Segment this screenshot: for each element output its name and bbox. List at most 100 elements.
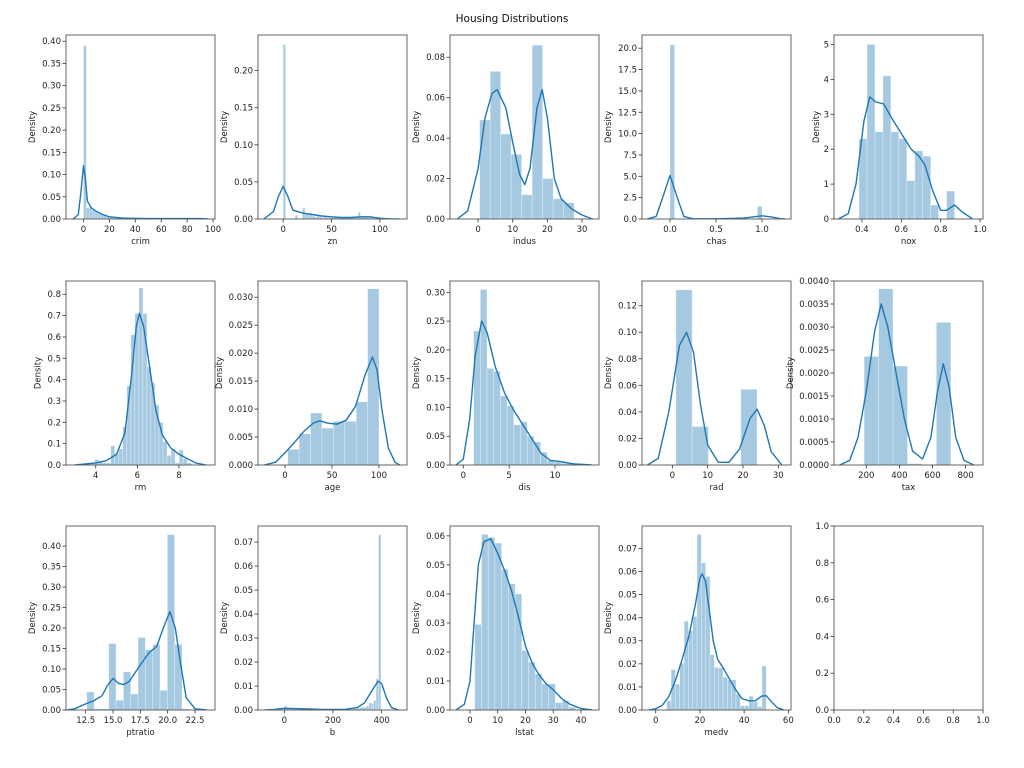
y-tick-label: 0.0 xyxy=(815,706,829,716)
histogram-bar xyxy=(520,421,528,465)
plot-area xyxy=(264,288,401,465)
y-axis-label: Density xyxy=(28,602,38,634)
y-tick-label: 0.0 xyxy=(623,215,637,225)
y-tick-label: 0.03 xyxy=(234,634,253,644)
y-tick-label: 12.5 xyxy=(618,108,637,118)
x-tick-label: 0.4 xyxy=(887,716,901,726)
y-tick-label: 0.01 xyxy=(426,677,445,687)
histogram-bar xyxy=(355,401,368,465)
subplot-dis: 0 5 10 0.00 0.05 0.10 0.15 0.20 0.25 0.30 dis Densi… xyxy=(412,280,600,493)
x-tick-label: 60 xyxy=(783,716,794,726)
histogram-bar xyxy=(487,537,496,710)
plot-area xyxy=(263,44,400,219)
axes-frame xyxy=(257,525,408,711)
histogram-bar xyxy=(481,534,489,710)
x-tick-label: 0 xyxy=(475,225,480,235)
axes-frame xyxy=(641,34,792,220)
histogram-bar xyxy=(533,441,541,465)
y-tick-label: 10.0 xyxy=(618,130,637,140)
kde-line xyxy=(66,610,208,710)
y-tick-label: 0.02 xyxy=(234,658,253,668)
histogram-bar xyxy=(162,441,168,465)
histogram-bar xyxy=(882,75,892,219)
y-tick-label: 0.10 xyxy=(42,665,61,675)
x-tick-label: 8 xyxy=(176,471,181,481)
y-tick-label: 0.30 xyxy=(426,288,445,298)
histogram-bar xyxy=(370,702,374,710)
histogram-bar xyxy=(906,180,916,219)
histogram-bar xyxy=(761,665,767,710)
y-tick-label: 0.020 xyxy=(229,349,253,359)
y-tick-label: 3 xyxy=(824,110,829,120)
subplot-zn: 0 50 100 0.00 0.05 0.10 0.15 0.20 zn Density xyxy=(220,34,408,247)
x-tick-label: 0.0 xyxy=(663,225,677,235)
histogram-bar xyxy=(528,661,536,710)
x-tick-label: 10 xyxy=(550,471,561,481)
x-axis-label: indus xyxy=(513,237,537,247)
histogram-bar xyxy=(182,458,188,465)
histogram-bar xyxy=(500,395,508,465)
subplot-grid: 0 20 40 60 80 1000.000.050.100.150.200.250.30… xyxy=(28,34,990,738)
x-axis-label: age xyxy=(325,483,341,493)
histogram-bar xyxy=(501,568,509,710)
x-tick-label: 0.5 xyxy=(709,225,723,235)
y-tick-label: 0.00 xyxy=(426,461,445,471)
x-tick-label: 0 xyxy=(282,471,287,481)
x-tick-label: 100 xyxy=(371,471,387,481)
histogram-bar xyxy=(118,448,124,465)
y-tick-label: 0.35 xyxy=(42,59,61,69)
x-axis-label: rm xyxy=(135,483,147,493)
histogram-bar xyxy=(740,389,758,465)
histogram-bar xyxy=(874,131,884,219)
x-tick-label: 100 xyxy=(205,225,221,235)
histogram-bar xyxy=(373,700,377,710)
kde-line xyxy=(647,331,783,465)
y-tick-label: 0.30 xyxy=(42,82,61,92)
y-tick-label: 0.40 xyxy=(42,542,61,552)
kde-line xyxy=(839,303,975,465)
y-tick-label: 0.01 xyxy=(618,683,637,693)
histogram-bar xyxy=(718,667,724,710)
y-tick-label: 0.06 xyxy=(426,94,445,104)
kde-line xyxy=(648,573,785,710)
x-axis-label: tax xyxy=(902,483,916,493)
histogram-bar xyxy=(115,699,124,710)
y-tick-label: 0.00 xyxy=(234,215,253,225)
y-tick-label: 0.010 xyxy=(229,405,253,415)
x-axis-label: lstat xyxy=(515,728,534,738)
histogram-bar xyxy=(666,700,672,710)
y-axis-label: Density xyxy=(220,602,230,634)
y-tick-label: 5.0 xyxy=(623,172,637,182)
y-tick-label: 0.030 xyxy=(229,293,253,303)
x-axis-label: ptratio xyxy=(126,728,154,738)
y-tick-label: 0.07 xyxy=(618,544,637,554)
histogram-bar xyxy=(714,666,719,710)
x-tick-label: 1.0 xyxy=(973,225,987,235)
histogram-bar xyxy=(94,211,99,219)
y-tick-label: 0.05 xyxy=(426,432,445,442)
y-tick-label: 0.02 xyxy=(618,434,637,444)
x-tick-label: 0 xyxy=(670,471,675,481)
histogram-bar xyxy=(486,368,495,465)
y-tick-label: 0.03 xyxy=(618,637,637,647)
plot-area xyxy=(264,534,399,710)
histogram-bar xyxy=(757,205,763,219)
histogram-bar xyxy=(282,44,286,219)
histogram-bar xyxy=(521,194,533,219)
y-tick-label: 0.3 xyxy=(47,397,61,407)
histogram-bar xyxy=(878,288,894,465)
y-tick-label: 0.4 xyxy=(47,376,61,386)
y-tick-label: 0.15 xyxy=(234,104,253,114)
y-tick-label: 0.6 xyxy=(815,596,829,606)
histogram-bar xyxy=(130,693,139,710)
kde-line xyxy=(646,174,786,219)
y-tick-label: 0.40 xyxy=(42,37,61,47)
y-tick-label: 0.0010 xyxy=(799,415,829,425)
y-tick-label: 0.04 xyxy=(618,614,637,624)
axes-frame xyxy=(449,280,600,466)
x-tick-label: 0.6 xyxy=(917,716,931,726)
x-tick-label: 0.8 xyxy=(934,225,948,235)
x-tick-label: 30 xyxy=(577,225,588,235)
subplot-nox: 0.4 0.6 0.8 1.0 0 1 2 3 4 5 nox Density xyxy=(812,34,987,247)
x-tick-label: 20 xyxy=(104,225,115,235)
